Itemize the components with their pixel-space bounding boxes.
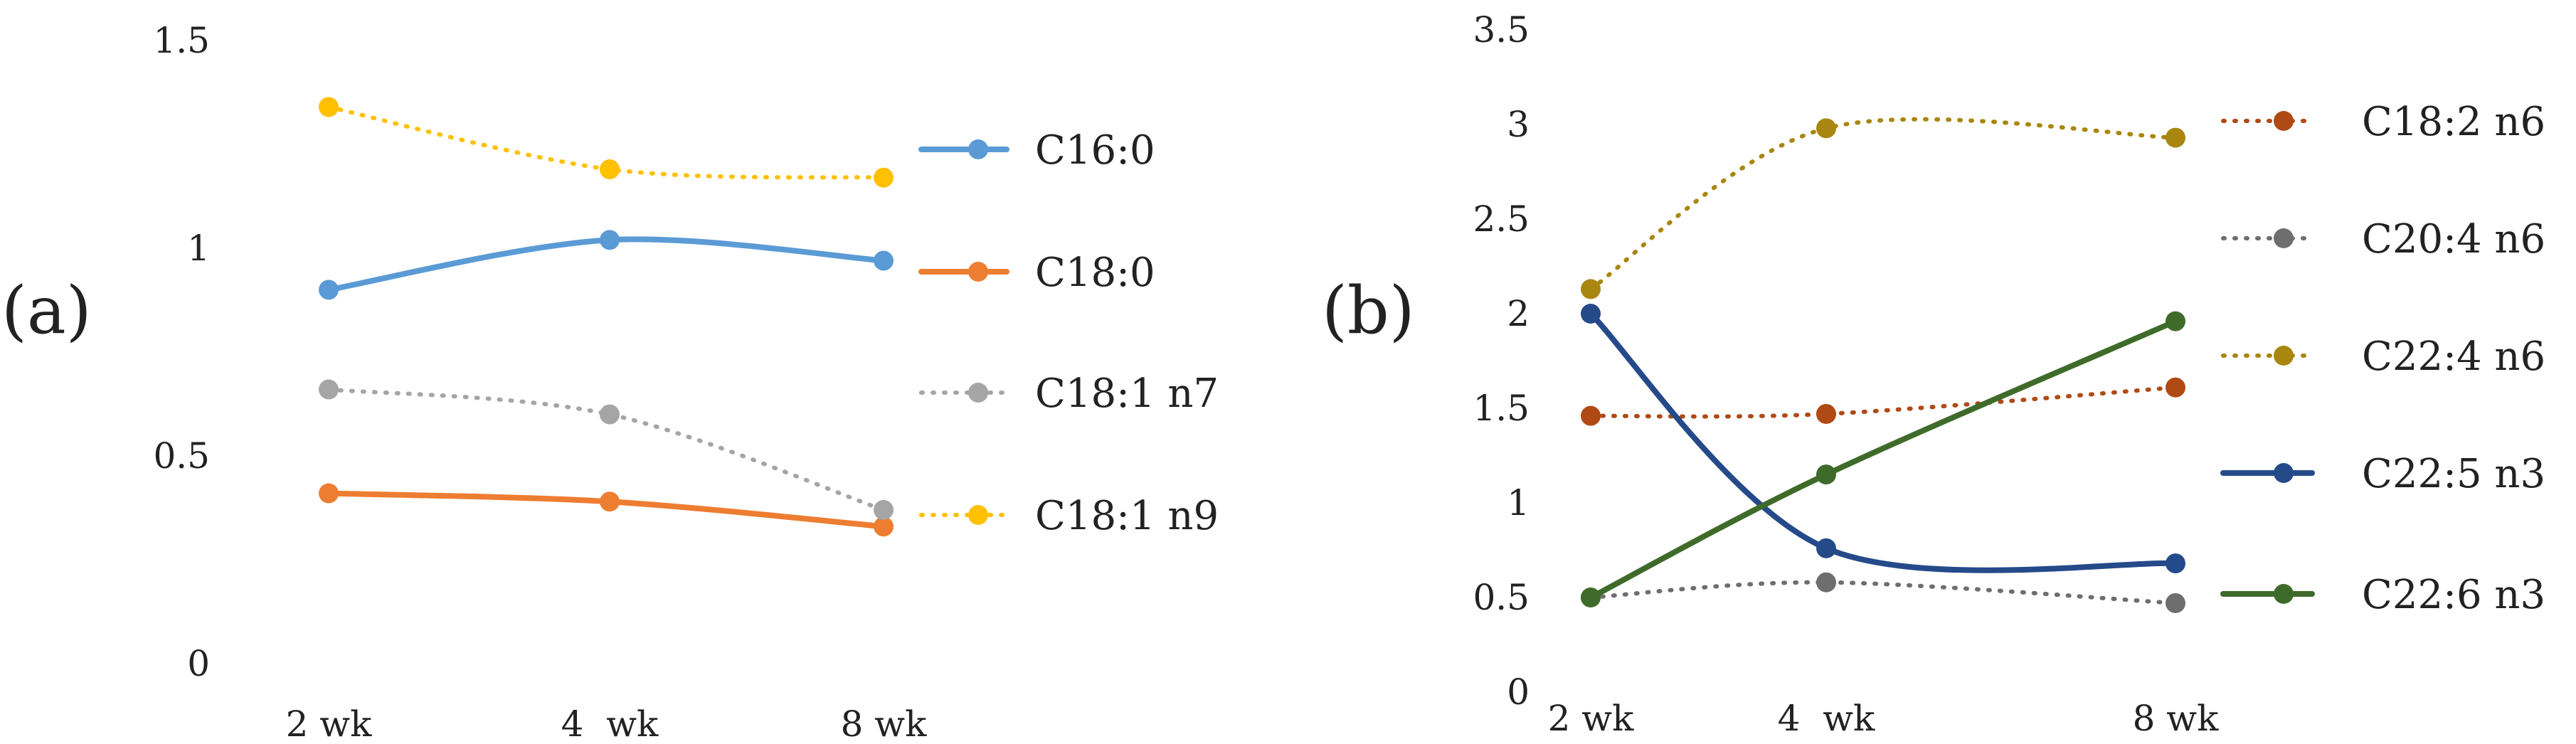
series-line-c22-6-n3 <box>1588 318 2178 600</box>
panel-a-label: (a) <box>1 272 92 349</box>
legend-marker-c18-2-n6 <box>2274 111 2294 131</box>
panel-b-ytick-label: 2.5 <box>1473 198 1530 240</box>
panel-b-xtick-label: 4 wk <box>1778 698 1875 739</box>
panel-a-ytick-label: 0.5 <box>153 435 210 477</box>
panel-a-xtick-label: 4 wk <box>561 703 659 744</box>
panel-b-ytick-label: 0 <box>1507 671 1530 713</box>
panel-b-label: (b) <box>1322 272 1415 349</box>
data-point-c16-0 <box>874 250 894 271</box>
legend-label-c22-4-n6: C22:4 n6 <box>2362 334 2545 380</box>
data-point-c18-1-n7 <box>319 379 339 400</box>
legend-marker-c20-4-n6 <box>2274 228 2294 248</box>
panel-b-xtick-label: 2 wk <box>1548 698 1635 739</box>
legend-label-c22-6-n3: C22:6 n3 <box>2362 572 2545 618</box>
data-point-c22-5-n3 <box>1816 538 1836 558</box>
panel-b-ytick-label: 1.5 <box>1473 388 1530 429</box>
data-point-c18-0 <box>600 491 620 512</box>
data-point-c22-4-n6 <box>2166 127 2185 148</box>
data-point-c22-4-n6 <box>1581 279 1601 299</box>
legend-label-c20-4-n6: C20:4 n6 <box>2362 216 2545 262</box>
panel-b-ytick-label: 3 <box>1507 104 1530 145</box>
data-point-c22-6-n3 <box>1816 464 1836 485</box>
data-point-c22-4-n6 <box>1816 118 1836 139</box>
legend-marker-c22-6-n3 <box>2274 584 2294 604</box>
panel-a-ytick-label: 1.5 <box>153 20 210 61</box>
data-point-c22-5-n3 <box>1581 304 1601 324</box>
data-point-c20-4-n6 <box>1816 572 1836 592</box>
panel-a-ytick-label: 0 <box>187 643 210 684</box>
panel-a-ytick-label: 1 <box>187 228 210 269</box>
data-point-c22-6-n3 <box>2166 311 2185 331</box>
legend-marker-c16-0 <box>968 139 988 159</box>
legend-marker-c18-0 <box>968 262 988 282</box>
legend-label-c16-0: C16:0 <box>1035 127 1155 174</box>
panel-a-xtick-label: 2 wk <box>286 703 373 744</box>
chart-panel-b: (b) 0 0.5 1 1.5 2 2.5 3 3.5 2 wk 4 wk 8 wk C18:2 n6… <box>1322 9 2545 739</box>
series-line-c18-2-n6 <box>1589 385 2178 419</box>
data-point-c18-2-n6 <box>1816 403 1836 424</box>
panel-b-ytick-label: 1 <box>1507 482 1530 524</box>
data-point-c18-1-n7 <box>874 499 894 520</box>
data-point-c22-5-n3 <box>2166 553 2185 574</box>
data-point-c18-0 <box>874 516 894 537</box>
legend-marker-c18-1-n7 <box>968 383 988 403</box>
legend-marker-c22-5-n3 <box>2274 463 2294 483</box>
legend-label-c18-1-n9: C18:1 n9 <box>1035 493 1219 539</box>
legend-label-c18-2-n6: C18:2 n6 <box>2362 99 2545 145</box>
data-point-c18-1-n9 <box>874 167 894 188</box>
data-point-c18-1-n9 <box>600 159 620 180</box>
data-point-c16-0 <box>600 230 620 250</box>
panel-b-ytick-label: 2 <box>1507 293 1530 334</box>
chart-panel-a: (a) 0 0.5 1 1.5 2 wk 4 wk 8 wk C16:0 C18:0 C18:1 … <box>1 20 1219 744</box>
data-point-c18-0 <box>319 483 339 504</box>
panel-b-xtick-label: 8 wk <box>2133 698 2220 739</box>
panel-b-ytick-label: 0.5 <box>1473 577 1530 618</box>
data-point-c16-0 <box>319 280 339 300</box>
series-line-c20-4-n6 <box>1589 580 2178 605</box>
legend-marker-c18-1-n9 <box>968 505 988 525</box>
panel-b-ytick-label: 3.5 <box>1473 9 1530 51</box>
panel-a-xtick-label: 8 wk <box>841 703 928 744</box>
data-point-c18-1-n7 <box>600 404 620 425</box>
legend-label-c18-1-n7: C18:1 n7 <box>1035 371 1219 417</box>
data-point-c20-4-n6 <box>2166 592 2185 613</box>
data-point-c22-6-n3 <box>1581 588 1601 607</box>
series-line-c22-4-n6 <box>1589 117 2178 292</box>
series-line-c22-5-n3 <box>1588 311 2178 573</box>
data-point-c18-2-n6 <box>1581 405 1601 426</box>
data-point-c18-1-n9 <box>319 97 339 117</box>
data-point-c18-2-n6 <box>2166 377 2185 398</box>
legend-label-c18-0: C18:0 <box>1035 250 1155 296</box>
legend-label-c22-5-n3: C22:5 n3 <box>2362 451 2545 497</box>
legend-marker-c22-4-n6 <box>2274 346 2294 366</box>
